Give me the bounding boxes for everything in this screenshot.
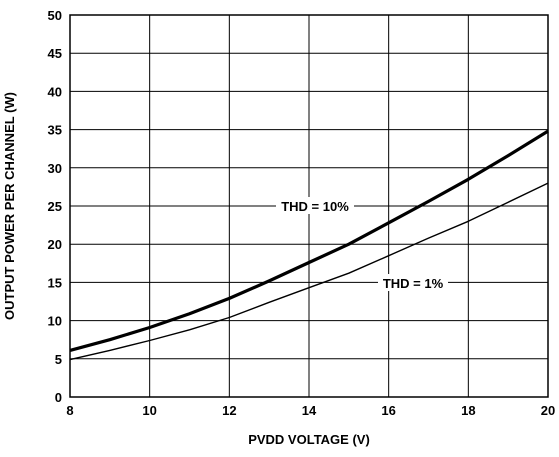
y-tick-label: 30 <box>48 161 62 176</box>
annotation-bg <box>378 274 448 291</box>
x-tick-labels: 8 10 12 14 16 18 20 <box>66 403 555 418</box>
x-axis-title: PVDD VOLTAGE (V) <box>248 432 370 447</box>
y-tick-label: 15 <box>48 275 62 290</box>
annotation-thd-1: THD = 1% <box>378 274 448 291</box>
x-tick-label: 14 <box>302 403 317 418</box>
annotation-label: THD = 1% <box>383 276 444 291</box>
y-tick-label: 20 <box>48 237 62 252</box>
annotation-thd-10: THD = 10% <box>276 197 354 214</box>
y-tick-label: 45 <box>48 46 62 61</box>
x-tick-label: 8 <box>66 403 73 418</box>
annotation-bg <box>276 197 354 214</box>
x-tick-label: 18 <box>461 403 475 418</box>
annotation-label: THD = 10% <box>281 199 349 214</box>
x-tick-label: 20 <box>541 403 555 418</box>
y-tick-label: 5 <box>55 352 62 367</box>
annotations: THD = 10% THD = 1% <box>276 197 448 291</box>
y-tick-labels: 0 5 10 15 20 25 30 35 40 45 50 <box>48 8 62 405</box>
y-tick-label: 50 <box>48 8 62 23</box>
series-line-thd-1 <box>69 182 549 361</box>
x-tick-label: 16 <box>381 403 395 418</box>
x-tick-label: 12 <box>222 403 236 418</box>
y-tick-label: 10 <box>48 314 62 329</box>
y-tick-label: 0 <box>55 390 62 405</box>
y-axis-title: OUTPUT POWER PER CHANNEL (W) <box>2 92 17 320</box>
series-layer <box>69 129 549 361</box>
y-tick-label: 40 <box>48 84 62 99</box>
plot-frame <box>69 14 549 398</box>
x-tick-label: 10 <box>142 403 156 418</box>
y-tick-label: 35 <box>48 123 62 138</box>
series-line-thd-10 <box>69 129 549 352</box>
y-tick-label: 25 <box>48 199 62 214</box>
